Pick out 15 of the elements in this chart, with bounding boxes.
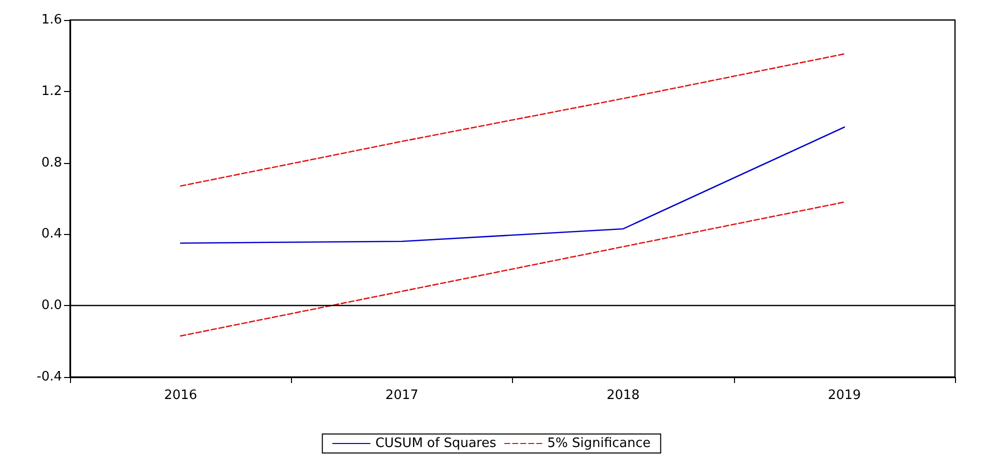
y-tick-label: 0.0 bbox=[41, 298, 62, 314]
line-series bbox=[180, 201, 846, 337]
line-series bbox=[180, 126, 846, 244]
y-tick-label: 1.2 bbox=[41, 84, 62, 99]
legend-label: 5% Significance bbox=[547, 436, 651, 451]
y-tick-label: 0.8 bbox=[41, 155, 62, 170]
y-tick-label: -0.4 bbox=[36, 370, 62, 384]
x-tick-label: 2019 bbox=[828, 388, 861, 403]
y-tick-label: 1.6 bbox=[41, 12, 62, 28]
x-tick-label: 2017 bbox=[385, 388, 418, 403]
x-tick-label: 2016 bbox=[164, 388, 198, 403]
legend-label: CUSUM of Squares bbox=[375, 436, 496, 451]
line-series bbox=[180, 53, 846, 187]
y-tick-label: 0.4 bbox=[41, 226, 62, 242]
x-tick-label: 2018 bbox=[606, 388, 640, 403]
